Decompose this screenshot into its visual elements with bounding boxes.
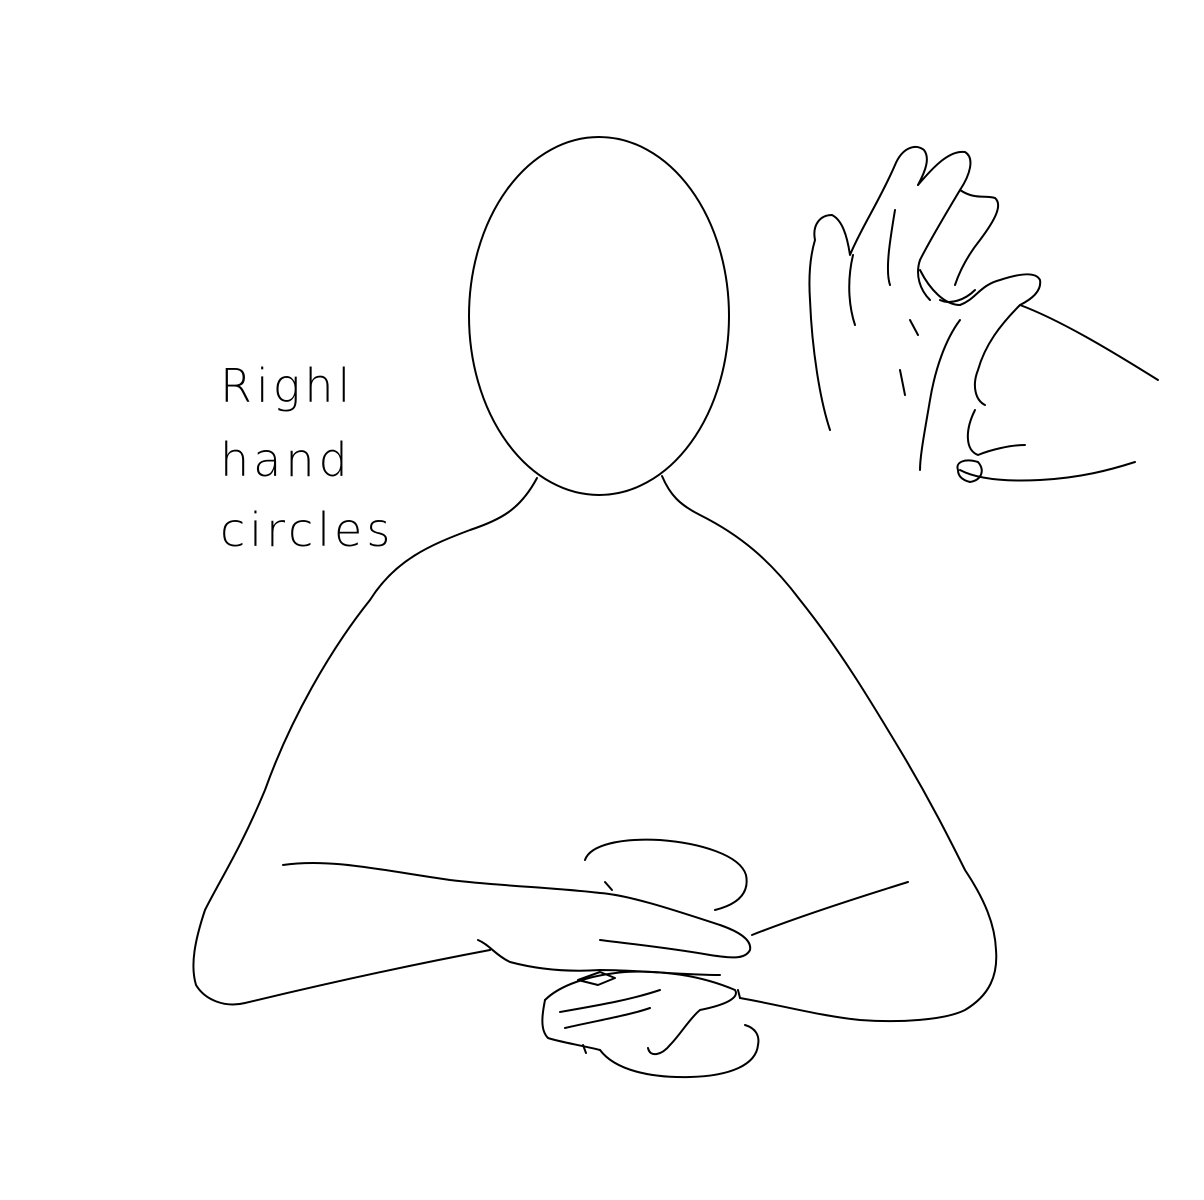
head-outline	[468, 136, 730, 496]
detail-other-hand	[919, 304, 1136, 482]
lower-hand-detail	[577, 971, 741, 1054]
body-right-outline	[661, 475, 998, 1023]
caption-line-3: circles	[220, 503, 394, 557]
detail-index-finger	[848, 150, 972, 326]
lower-hand-heel	[599, 1024, 760, 1079]
upper-hand-knuckle	[604, 881, 909, 936]
lower-hand-fingers	[541, 989, 661, 1051]
upper-forearm	[282, 861, 601, 894]
detail-hand-back	[808, 146, 928, 431]
detail-fingertips	[899, 319, 983, 483]
detail-thumb-pinch	[919, 269, 1159, 381]
handshape-detail	[808, 146, 1159, 483]
upper-hand-fingers	[599, 892, 752, 959]
caption: Righl hand circles	[220, 359, 394, 557]
lower-hand	[544, 970, 737, 1056]
detail-middle-fingers	[886, 189, 1000, 303]
caption-line-2: hand	[220, 433, 352, 487]
upper-forearm-lower	[477, 939, 721, 976]
body-left-outline	[192, 477, 538, 1006]
upper-hand	[584, 838, 748, 911]
caption-line-1: Righl	[220, 359, 354, 413]
